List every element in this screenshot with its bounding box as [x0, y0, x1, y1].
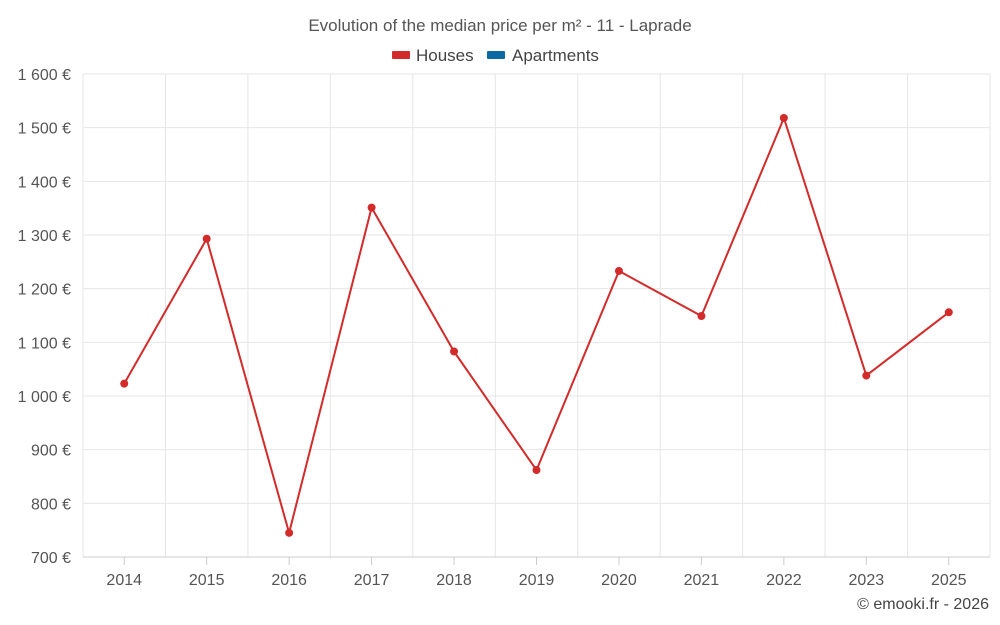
x-tick-label: 2019	[519, 572, 555, 589]
grid	[82, 73, 991, 557]
data-point-houses[interactable]	[450, 347, 459, 356]
data-point-houses[interactable]	[285, 528, 294, 537]
chart-title: Evolution of the median price per m² - 1…	[308, 16, 691, 35]
y-tick-label: 1 200 €	[18, 282, 71, 299]
y-tick-label: 700 €	[31, 550, 71, 567]
legend-swatch-apartments	[487, 51, 505, 59]
legend: Houses Apartments	[392, 46, 599, 65]
data-point-houses[interactable]	[120, 379, 129, 388]
data-point-houses[interactable]	[202, 234, 211, 243]
y-tick-label: 1 000 €	[18, 389, 71, 406]
y-tick-label: 1 300 €	[18, 228, 71, 245]
y-tick-label: 1 100 €	[18, 335, 71, 352]
data-point-houses[interactable]	[367, 203, 376, 212]
legend-label-apartments: Apartments	[512, 46, 599, 65]
y-tick-label: 900 €	[31, 443, 71, 460]
x-tick-label: 2022	[766, 572, 802, 589]
x-tick-label: 2015	[189, 572, 225, 589]
legend-label-houses: Houses	[416, 46, 474, 65]
legend-item-houses[interactable]: Houses	[392, 46, 474, 65]
y-tick-label: 1 400 €	[18, 174, 71, 191]
data-point-houses[interactable]	[697, 312, 706, 321]
y-tick-label: 1 500 €	[18, 121, 71, 138]
data-point-houses[interactable]	[614, 266, 623, 275]
data-point-houses[interactable]	[944, 308, 953, 317]
y-axis-ticks: 700 € 800 € 900 € 1 000 € 1 100 € 1 200 € 1 30…	[18, 67, 71, 567]
x-tick-label: 2020	[601, 572, 637, 589]
x-tick-label: 2025	[931, 572, 967, 589]
data-point-houses[interactable]	[862, 371, 871, 380]
y-tick-label: 800 €	[31, 496, 71, 513]
x-tick-label: 2021	[684, 572, 720, 589]
y-tick-label: 1 600 €	[18, 67, 71, 84]
data-point-houses[interactable]	[779, 114, 788, 123]
x-axis-ticks: 2014 2015 2016 2017 2018 2019 2020 2021 2022 2023…	[106, 557, 967, 589]
legend-swatch-houses	[392, 51, 410, 59]
x-tick-label: 2018	[436, 572, 472, 589]
x-tick-label: 2014	[106, 572, 142, 589]
credit-text: © emooki.fr - 2026	[857, 596, 989, 613]
data-point-houses[interactable]	[532, 466, 541, 475]
x-tick-label: 2017	[354, 572, 390, 589]
legend-item-apartments[interactable]: Apartments	[487, 46, 599, 65]
series	[120, 114, 953, 537]
x-tick-label: 2016	[271, 572, 307, 589]
x-tick-label: 2023	[849, 572, 885, 589]
